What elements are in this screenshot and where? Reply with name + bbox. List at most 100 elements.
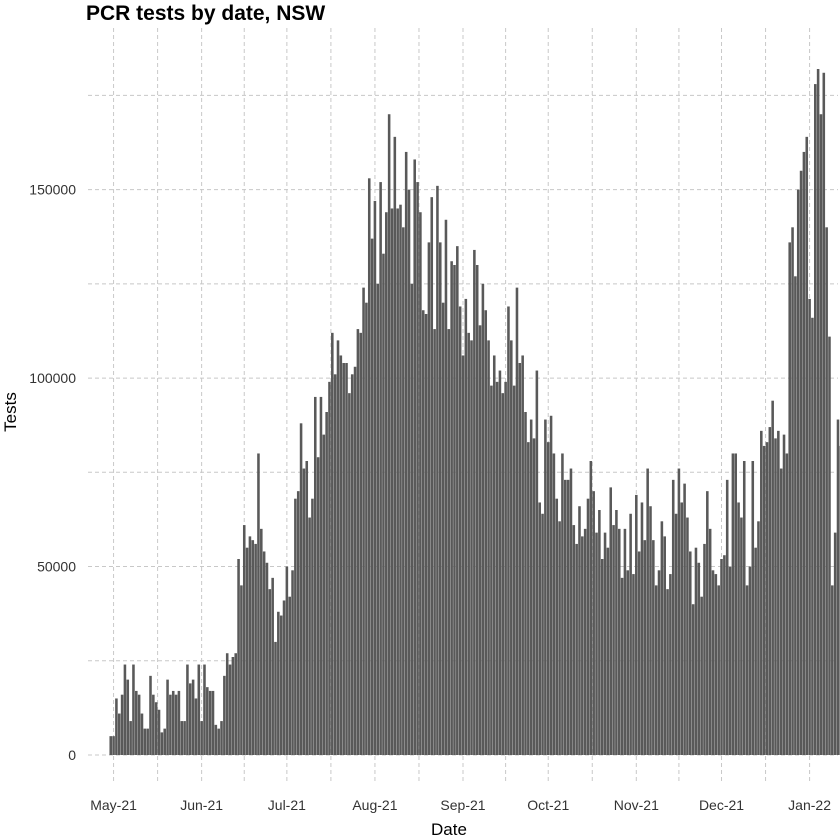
bar: [563, 479, 567, 755]
bar: [396, 208, 399, 755]
bar: [606, 547, 610, 755]
bar: [174, 694, 178, 755]
bar: [211, 690, 215, 755]
bar: [353, 366, 357, 755]
bar: [319, 396, 323, 755]
bar: [242, 525, 246, 755]
bar: [436, 185, 439, 756]
bar: [390, 208, 394, 755]
bar: [660, 521, 664, 755]
bar: [316, 457, 320, 755]
bar: [714, 574, 718, 755]
bar: [836, 419, 840, 755]
bar: [626, 570, 630, 755]
bar: [311, 498, 314, 755]
bar: [731, 453, 735, 755]
bar: [708, 528, 712, 755]
bar: [646, 468, 649, 755]
bar: [282, 600, 286, 755]
bar: [393, 136, 397, 756]
bar: [600, 559, 604, 755]
bar: [612, 525, 615, 755]
bar: [572, 525, 576, 755]
bar: [456, 246, 459, 755]
bar: [632, 574, 635, 755]
bar: [359, 332, 363, 755]
bar: [237, 559, 240, 755]
bar: [305, 461, 309, 755]
bar: [802, 151, 806, 756]
bar: [487, 340, 490, 755]
bar: [367, 178, 371, 755]
bar: [441, 302, 445, 755]
bar: [430, 197, 434, 755]
bar: [154, 702, 158, 755]
bar: [589, 461, 593, 755]
bar: [444, 219, 448, 755]
bar: [262, 551, 266, 755]
bar: [552, 453, 556, 755]
bar: [220, 721, 223, 755]
bar: [177, 690, 181, 755]
x-tick-label: Dec-21: [699, 797, 744, 813]
bar: [677, 468, 681, 755]
bar: [723, 555, 726, 755]
bar: [322, 434, 326, 755]
bar: [720, 559, 723, 755]
bar: [296, 491, 300, 755]
bar: [313, 396, 317, 755]
bar: [331, 332, 334, 755]
x-axis-title: Date: [431, 820, 467, 839]
bar: [137, 694, 141, 755]
bar: [385, 212, 388, 756]
bar: [231, 657, 235, 755]
bar: [248, 536, 252, 755]
bar: [782, 434, 786, 755]
y-axis-ticks: 0 50000 100000 150000: [29, 182, 76, 763]
y-tick-label: 100000: [29, 370, 76, 386]
bar: [157, 709, 161, 755]
bar: [373, 200, 377, 756]
bar: [615, 510, 618, 755]
bar: [152, 694, 155, 755]
x-tick-label: Jun-21: [180, 797, 223, 813]
bar: [450, 261, 453, 755]
bar: [544, 419, 547, 755]
bar: [271, 577, 274, 755]
bar: [333, 374, 337, 755]
bar: [268, 589, 272, 755]
bar: [825, 227, 828, 755]
bar: [478, 325, 482, 755]
bar: [166, 679, 169, 755]
bar: [470, 340, 473, 755]
bar: [484, 310, 488, 755]
bar: [135, 690, 138, 755]
bar: [524, 412, 527, 755]
bar: [740, 517, 743, 755]
bar: [458, 306, 462, 755]
bar: [777, 430, 780, 755]
bar: [785, 453, 789, 755]
bar: [629, 513, 632, 755]
y-tick-label: 50000: [37, 559, 76, 575]
bar: [734, 453, 738, 755]
x-tick-label: Sep-21: [440, 797, 485, 813]
x-tick-label: Aug-21: [352, 797, 397, 813]
bar: [674, 513, 678, 755]
bar: [788, 242, 791, 755]
bar: [143, 728, 147, 755]
bar: [254, 543, 257, 755]
bar: [234, 653, 238, 755]
bar: [382, 253, 385, 755]
bar: [208, 690, 212, 755]
bar: [501, 393, 505, 755]
bar: [507, 306, 510, 755]
bar: [515, 287, 519, 755]
bar: [109, 736, 113, 755]
bar: [546, 442, 550, 755]
bar: [438, 242, 442, 755]
bar: [549, 415, 553, 755]
bar: [146, 728, 149, 755]
bar: [799, 170, 803, 755]
bar: [370, 238, 374, 755]
